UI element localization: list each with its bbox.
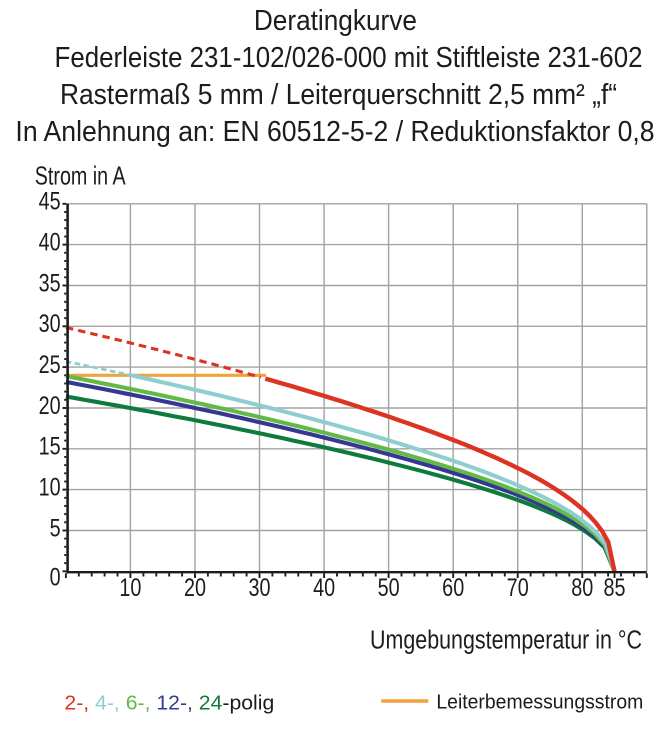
svg-text:80: 80 [571, 574, 593, 602]
svg-text:60: 60 [442, 574, 464, 602]
svg-text:40: 40 [313, 574, 335, 602]
svg-text:70: 70 [507, 574, 529, 602]
svg-text:45: 45 [39, 187, 61, 215]
svg-text:85: 85 [603, 574, 625, 602]
svg-text:10: 10 [119, 574, 141, 602]
svg-text:Leiterbemessungsstrom: Leiterbemessungsstrom [436, 691, 643, 713]
svg-text:In Anlehnung an: EN 60512-5-2: In Anlehnung an: EN 60512-5-2 / Reduktio… [15, 115, 654, 147]
svg-text:30: 30 [248, 574, 270, 602]
svg-text:5: 5 [50, 514, 61, 542]
svg-text:15: 15 [39, 432, 61, 460]
svg-text:Umgebungstemperatur in °C: Umgebungstemperatur in °C [370, 626, 642, 655]
svg-text:Strom in A: Strom in A [35, 161, 126, 190]
svg-text:Deratingkurve: Deratingkurve [254, 4, 417, 37]
svg-text:25: 25 [39, 351, 61, 379]
svg-text:10: 10 [39, 473, 61, 501]
svg-text:40: 40 [39, 228, 61, 256]
svg-text:Rastermaß 5 mm / Leiterquersch: Rastermaß 5 mm / Leiterquerschnitt 2,5 m… [60, 78, 617, 110]
svg-text:20: 20 [39, 392, 61, 420]
svg-text:2-, 4-, 6-, 12-, 24-polig: 2-, 4-, 6-, 12-, 24-polig [64, 692, 274, 714]
svg-text:35: 35 [39, 269, 61, 297]
svg-text:20: 20 [184, 574, 206, 602]
svg-text:0: 0 [50, 563, 61, 591]
svg-text:Federleiste 231-102/026-000 mi: Federleiste 231-102/026-000 mit Stiftlei… [55, 41, 643, 74]
svg-text:50: 50 [378, 574, 400, 602]
svg-text:30: 30 [39, 310, 61, 338]
